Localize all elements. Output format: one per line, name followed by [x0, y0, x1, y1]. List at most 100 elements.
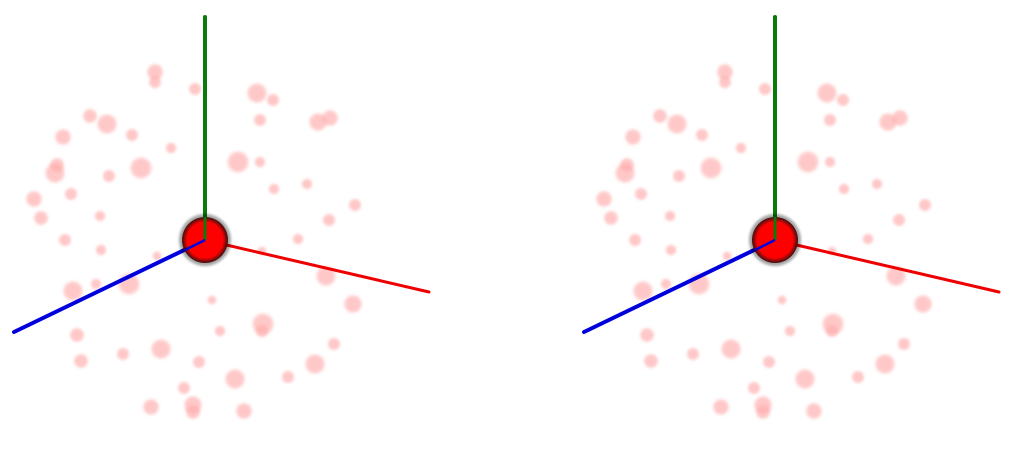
particle-sphere	[254, 156, 266, 168]
particle-sphere	[321, 109, 339, 127]
particle-sphere	[824, 156, 836, 168]
particle-sphere	[152, 251, 162, 261]
particle-sphere	[603, 210, 619, 226]
particle-sphere	[664, 210, 676, 222]
particle-sphere	[805, 402, 823, 420]
particle-sphere	[595, 190, 613, 208]
particle-sphere	[695, 128, 709, 142]
particle-sphere	[666, 113, 688, 135]
particle-sphere	[784, 325, 796, 337]
particle-sphere	[699, 156, 723, 180]
particle-sphere	[874, 353, 896, 375]
particle-sphere	[54, 128, 72, 146]
particle-sphere	[718, 75, 732, 89]
particle-sphere	[94, 210, 106, 222]
particle-sphere	[148, 75, 162, 89]
particle-sphere	[246, 82, 268, 104]
particle-sphere	[816, 82, 838, 104]
right-eye-view	[582, 15, 1001, 420]
particle-sphere	[720, 338, 742, 360]
particle-sphere	[96, 113, 118, 135]
particle-sphere	[266, 93, 280, 107]
particle-sphere	[64, 187, 78, 201]
particle-sphere	[652, 108, 668, 124]
x-axis-line	[773, 238, 1001, 294]
particle-sphere	[862, 233, 874, 245]
particle-sphere	[614, 162, 636, 184]
particle-sphere	[235, 402, 253, 420]
particle-sphere	[142, 398, 160, 416]
particle-sphere	[758, 82, 772, 96]
particle-sphere	[226, 150, 250, 174]
particle-sphere	[632, 280, 654, 302]
left-eye-view	[12, 15, 431, 420]
particle-sphere	[777, 295, 787, 305]
particle-sphere	[343, 294, 363, 314]
particle-sphere	[58, 233, 72, 247]
particle-sphere	[90, 278, 102, 290]
particle-sphere	[825, 324, 839, 338]
particle-sphere	[102, 169, 116, 183]
particle-sphere	[823, 113, 837, 127]
particle-sphere	[735, 142, 747, 154]
particle-sphere	[794, 368, 816, 390]
particle-sphere	[177, 381, 191, 395]
particle-sphere	[146, 63, 164, 81]
particle-sphere	[716, 63, 734, 81]
particle-sphere	[116, 347, 130, 361]
particle-sphere	[224, 368, 246, 390]
z-axis-line	[12, 238, 207, 334]
particle-sphere	[95, 244, 107, 256]
particle-sphere	[796, 150, 820, 174]
particle-sphere	[913, 294, 933, 314]
particle-sphere	[25, 190, 43, 208]
particle-sphere	[851, 370, 865, 384]
particle-sphere	[897, 337, 911, 351]
z-axis-stub	[184, 238, 206, 252]
particle-sphere	[665, 244, 677, 256]
particle-sphere	[165, 142, 177, 154]
particle-sphere	[871, 178, 883, 190]
x-axis-line	[203, 238, 431, 294]
particle-sphere	[672, 169, 686, 183]
particle-sphere	[253, 113, 267, 127]
particle-sphere	[836, 93, 850, 107]
particle-sphere	[268, 183, 280, 195]
particle-sphere	[918, 198, 932, 212]
particle-sphere	[301, 178, 313, 190]
particle-sphere	[44, 162, 66, 184]
particle-sphere	[643, 353, 659, 369]
particle-sphere	[660, 278, 672, 290]
particle-sphere	[82, 108, 98, 124]
particle-sphere	[712, 398, 730, 416]
particle-sphere	[188, 82, 202, 96]
particle-sphere	[639, 327, 655, 343]
particle-sphere	[129, 156, 153, 180]
particle-sphere	[281, 370, 295, 384]
particle-sphere	[838, 183, 850, 195]
particle-sphere	[624, 128, 642, 146]
particle-sphere	[214, 325, 226, 337]
particle-sphere	[207, 295, 217, 305]
particle-sphere	[348, 198, 362, 212]
particle-sphere	[192, 355, 206, 369]
particle-sphere	[322, 213, 336, 227]
particle-sphere	[125, 128, 139, 142]
particle-sphere	[686, 347, 700, 361]
particle-sphere	[292, 233, 304, 245]
z-axis-line	[582, 238, 777, 334]
particle-sphere	[62, 280, 84, 302]
particle-sphere	[892, 213, 906, 227]
particle-sphere	[69, 327, 85, 343]
particle-sphere	[891, 109, 909, 127]
particle-sphere	[255, 324, 269, 338]
particle-sphere	[185, 404, 201, 420]
particle-sphere	[762, 355, 776, 369]
particle-sphere	[33, 210, 49, 226]
z-axis-stub	[754, 238, 776, 252]
particle-sphere	[327, 337, 341, 351]
particle-sphere	[150, 338, 172, 360]
particle-sphere	[747, 381, 761, 395]
